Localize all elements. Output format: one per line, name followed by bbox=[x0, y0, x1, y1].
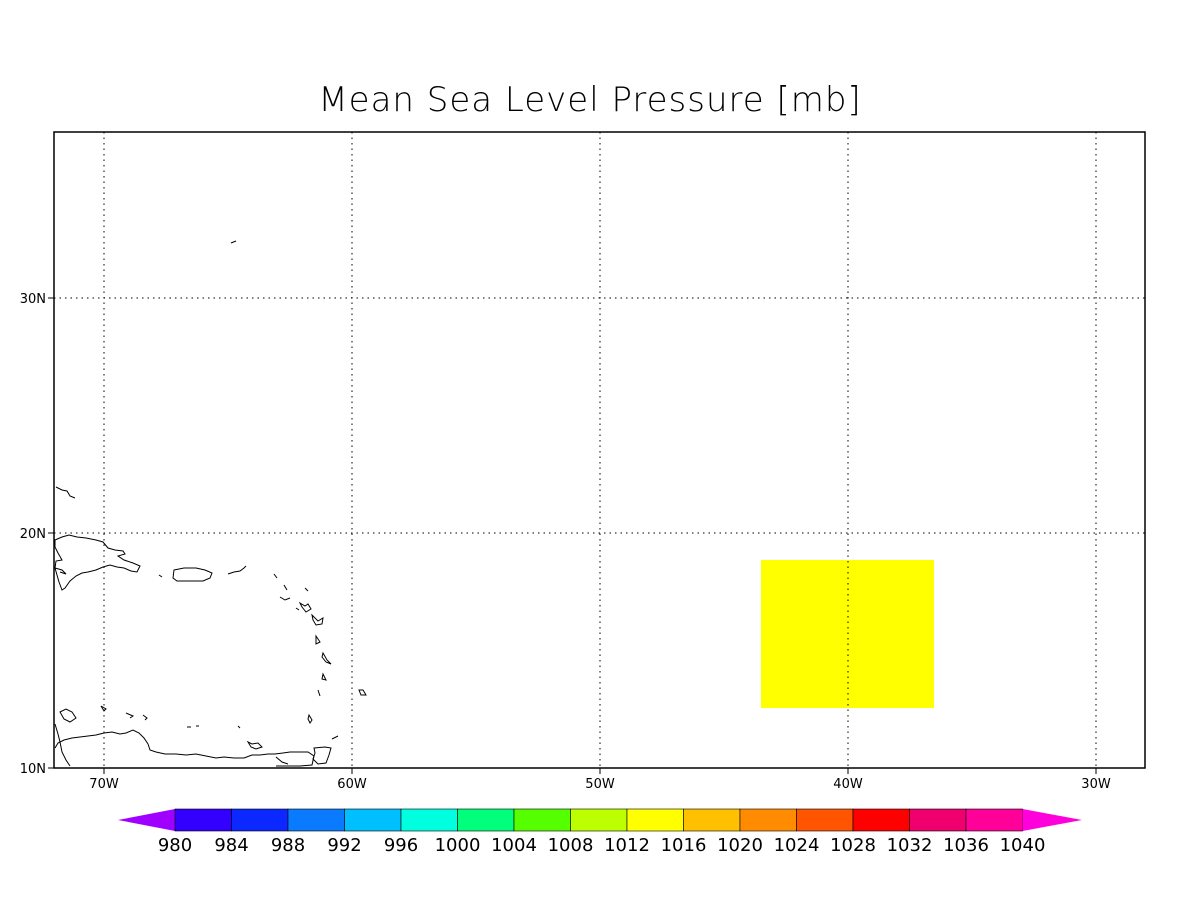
colorbar-label: 980 bbox=[158, 835, 192, 856]
coastline-bonaire bbox=[142, 714, 148, 721]
coastline-paria bbox=[275, 756, 289, 765]
coastline-barbados bbox=[358, 689, 367, 696]
coastline-martinique bbox=[315, 634, 321, 645]
colorbar-label: 1024 bbox=[774, 835, 820, 856]
colorbar-box bbox=[909, 808, 967, 832]
coastline-aruba bbox=[100, 705, 107, 712]
coastline-guadeloupe bbox=[298, 601, 312, 613]
longitude-label: 50W bbox=[585, 777, 615, 792]
colorbar-box bbox=[683, 808, 741, 832]
coastline-grenada bbox=[307, 713, 313, 724]
longitude-label: 70W bbox=[89, 777, 119, 792]
latitude-label: 20N bbox=[20, 527, 46, 542]
latitude-label: 10N bbox=[20, 762, 46, 777]
coastline-anguilla bbox=[273, 573, 278, 579]
colorbar-box bbox=[796, 808, 854, 832]
longitude-labels: 70W 60W 50W 40W 30W bbox=[89, 768, 1111, 792]
colorbar-label: 1032 bbox=[887, 835, 933, 856]
latitude-labels: 10N 20N 30N bbox=[20, 292, 54, 777]
map-frame bbox=[53, 131, 1146, 769]
coastline-montserrat bbox=[295, 607, 300, 611]
coastline-venezuela bbox=[54, 729, 315, 767]
coastline-st-kitts bbox=[283, 584, 288, 591]
colorbar-box bbox=[231, 808, 289, 832]
coastline-mona-island bbox=[158, 574, 163, 578]
colorbar-label: 1028 bbox=[830, 835, 876, 856]
colorbar-label: 996 bbox=[384, 835, 418, 856]
coastline-st-vincent bbox=[321, 672, 327, 681]
colorbar-label: 1012 bbox=[604, 835, 650, 856]
colorbar-box bbox=[965, 808, 1023, 832]
coastline-antigua bbox=[304, 587, 309, 592]
colorbar-label: 1036 bbox=[943, 835, 989, 856]
coastline-bermuda bbox=[230, 240, 237, 244]
coastline-dominica bbox=[311, 613, 324, 626]
coastline-curacao bbox=[125, 712, 135, 719]
longitude-label: 30W bbox=[1081, 777, 1111, 792]
colorbar-label: 1016 bbox=[661, 835, 707, 856]
coastline-puerto-rico bbox=[172, 567, 213, 582]
colorbar-box bbox=[400, 808, 458, 832]
colorbar-label: 1020 bbox=[717, 835, 763, 856]
colorbar-label: 1000 bbox=[435, 835, 481, 856]
coastline-bahamas bbox=[55, 486, 76, 499]
colorbar: 980 984 988 992 996 1000 1004 1008 1012 1016 1020 1… bbox=[118, 808, 1082, 856]
colorbar-box bbox=[174, 808, 232, 832]
coastline-trinidad bbox=[312, 746, 332, 765]
coastline-virgin-islands bbox=[227, 565, 247, 575]
longitude-label: 40W bbox=[833, 777, 863, 792]
coastlines bbox=[54, 240, 367, 767]
colorbar-label: 988 bbox=[271, 835, 305, 856]
coastline-hispaniola bbox=[54, 534, 141, 591]
coastline-hispaniola-west bbox=[54, 567, 67, 575]
colorbar-label: 1008 bbox=[548, 835, 594, 856]
colorbar-high-arrow bbox=[1022, 809, 1082, 831]
colorbar-low-arrow bbox=[118, 809, 175, 831]
colorbar-box bbox=[287, 808, 345, 832]
colorbar-label: 1040 bbox=[1000, 835, 1046, 856]
latitude-label: 30N bbox=[20, 292, 46, 307]
colorbar-box bbox=[570, 808, 628, 832]
colorbar-box bbox=[852, 808, 910, 832]
coastline-tobago bbox=[331, 735, 339, 740]
colorbar-box bbox=[513, 808, 571, 832]
coastline-barbuda bbox=[279, 596, 291, 601]
coastline-tortuga bbox=[237, 725, 241, 729]
coastline-margarita bbox=[246, 740, 263, 750]
coastline-st-lucia bbox=[321, 651, 332, 665]
map-grid bbox=[54, 132, 1145, 768]
colorbar-box bbox=[739, 808, 797, 832]
map-title: Mean Sea Level Pressure [mb] bbox=[318, 80, 862, 120]
colorbar-box bbox=[457, 808, 515, 832]
colorbar-box bbox=[626, 808, 684, 832]
coastline-grenadines bbox=[317, 689, 321, 697]
colorbar-label: 984 bbox=[214, 835, 248, 856]
colorbar-label: 992 bbox=[327, 835, 361, 856]
colorbar-label: 1004 bbox=[491, 835, 537, 856]
longitude-label: 60W bbox=[337, 777, 367, 792]
colorbar-box bbox=[344, 808, 402, 832]
coastline-paraguana bbox=[59, 708, 77, 723]
coastline-gulf-west bbox=[54, 723, 71, 767]
